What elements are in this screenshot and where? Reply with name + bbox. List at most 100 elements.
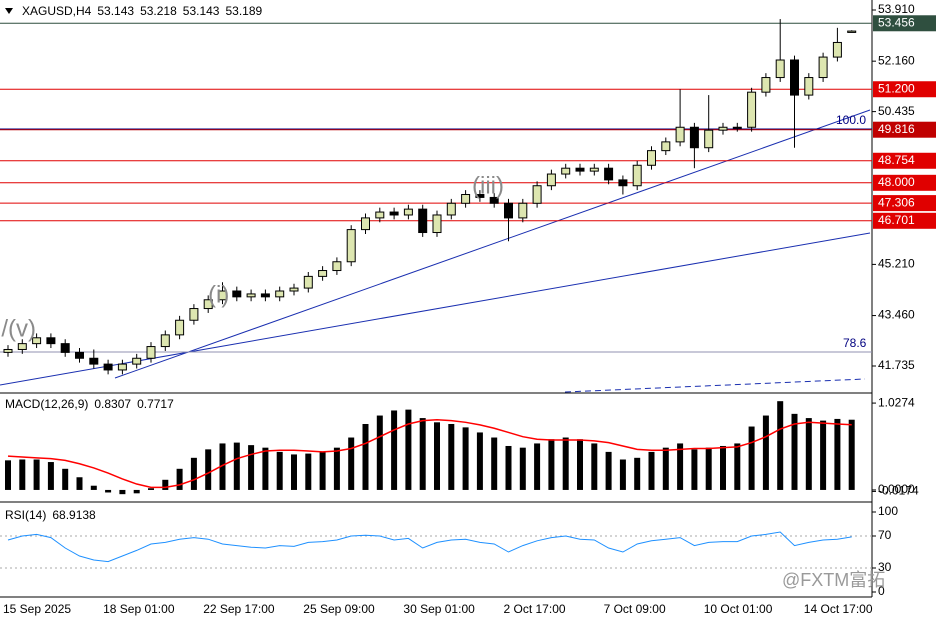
annotation: (i)	[208, 281, 229, 308]
y-tick-label: 100	[878, 504, 898, 518]
candle-body	[432, 214, 442, 234]
signal-line	[7, 419, 852, 489]
histogram-bar	[734, 443, 741, 490]
histogram-bar	[319, 451, 326, 490]
header-value: 0.8307	[94, 397, 131, 411]
y-tick-label: 0	[878, 584, 885, 598]
candle-body	[389, 211, 399, 216]
y-tick-label: 53.910	[878, 2, 915, 16]
x-tick-label: 18 Sep 01:00	[103, 602, 175, 616]
histogram-bar	[605, 451, 612, 490]
histogram-bar	[233, 442, 240, 490]
candle-body	[618, 179, 628, 187]
histogram-bar	[62, 468, 69, 490]
histogram-bar	[534, 443, 541, 490]
candle-body	[89, 357, 99, 365]
histogram-bar	[577, 439, 583, 490]
candle-body	[246, 293, 256, 298]
candle-body	[160, 334, 170, 348]
candle-body	[804, 77, 814, 96]
candle-body	[146, 346, 156, 359]
histogram-bar	[777, 401, 784, 490]
y-tick-label: 1.0274	[878, 395, 915, 409]
histogram-bar	[691, 449, 698, 490]
candle-body	[675, 126, 685, 143]
y-tick-label: 45.210	[878, 257, 915, 271]
y-tick-label: -0.0174	[878, 484, 919, 498]
level-label-box	[873, 212, 936, 229]
level-label-box	[873, 152, 936, 169]
candle-body	[704, 129, 714, 149]
candle-body	[318, 270, 328, 277]
candle-body	[60, 343, 70, 353]
histogram-bar	[76, 477, 83, 490]
histogram-bar	[519, 447, 526, 490]
level-label: 49.816	[878, 122, 915, 136]
x-tick-label: 25 Sep 09:00	[303, 602, 375, 616]
histogram-bar	[548, 439, 555, 490]
panel-title: MACD(12,26,9)	[5, 397, 88, 411]
x-tick-label: 22 Sep 17:00	[203, 602, 275, 616]
histogram-bar	[791, 413, 798, 490]
candle-body	[575, 167, 585, 172]
panel-header: MACD(12,26,9) 0.8307 0.7717	[5, 397, 174, 411]
candle-body	[446, 202, 456, 216]
candle-body	[418, 208, 428, 234]
histogram-bar	[820, 420, 827, 490]
level-label-box	[873, 121, 936, 138]
candle-body	[847, 30, 857, 33]
y-tick-label: 0.0000	[878, 482, 915, 496]
candle-body	[46, 337, 56, 345]
candle-body	[461, 194, 471, 204]
level-label: 51.200	[878, 81, 915, 95]
annotation: 78.6	[843, 336, 867, 350]
level-label: 53.456	[878, 15, 915, 29]
histogram-bar	[305, 453, 312, 490]
candle-body	[303, 275, 313, 289]
trendline	[0, 232, 871, 386]
histogram-bar	[248, 445, 255, 490]
histogram-bar	[176, 468, 183, 490]
candle-body	[132, 357, 142, 365]
histogram-bar	[119, 489, 126, 495]
candle-body	[532, 185, 542, 204]
histogram-bar	[5, 460, 11, 490]
histogram-bar	[476, 432, 483, 490]
histogram-bar	[33, 459, 40, 490]
candle-body	[289, 287, 299, 292]
candle-body	[203, 299, 213, 310]
histogram-bar	[419, 418, 426, 490]
histogram-bar	[219, 443, 226, 490]
histogram-bar	[705, 447, 712, 490]
histogram-bar	[19, 459, 26, 490]
histogram-bar	[834, 418, 841, 490]
level-label: 47.306	[878, 195, 915, 209]
candle-body	[260, 293, 270, 298]
candle-body	[189, 308, 199, 321]
histogram-bar	[634, 457, 641, 490]
candle-body	[661, 141, 671, 152]
trendline	[114, 109, 871, 379]
histogram-bar	[805, 418, 812, 490]
rsi-line	[7, 531, 852, 563]
histogram-bar	[648, 451, 655, 490]
histogram-bar	[748, 426, 755, 490]
candle-body	[489, 196, 499, 204]
candle-body	[732, 126, 742, 129]
histogram-bar	[190, 457, 197, 490]
level-label-box	[873, 195, 936, 212]
candle-body	[818, 56, 828, 79]
y-tick-label: 30	[878, 560, 892, 574]
y-tick-label: 70	[878, 528, 892, 542]
candle-body	[747, 91, 757, 128]
histogram-bar	[562, 437, 569, 490]
candle-body	[689, 126, 699, 149]
histogram-bar	[491, 437, 498, 490]
y-tick-label: 52.160	[878, 53, 915, 67]
histogram-bar	[677, 443, 684, 490]
y-tick-label: 50.435	[878, 104, 915, 118]
histogram-bar	[662, 447, 669, 490]
trendline	[564, 378, 866, 393]
level-label-box	[873, 174, 936, 191]
candle-body	[632, 164, 642, 187]
